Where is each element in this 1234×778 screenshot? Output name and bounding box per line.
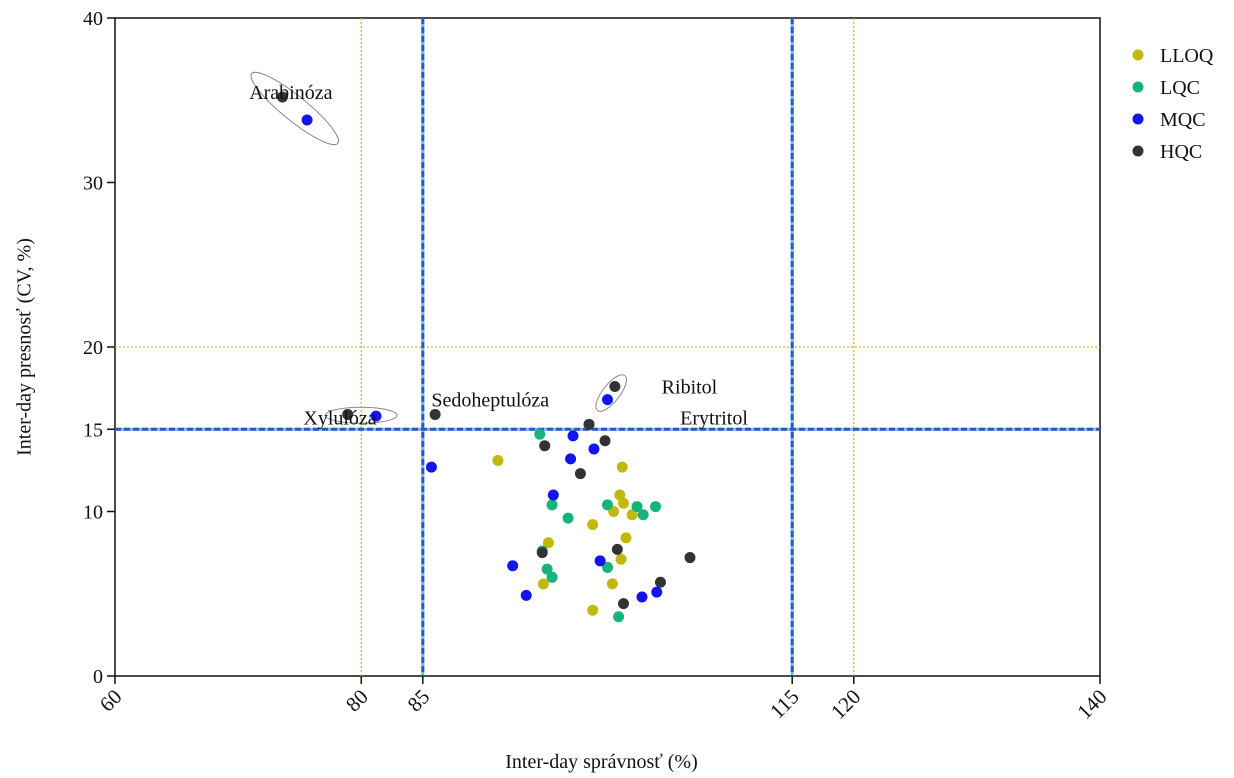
point-hqc-12 bbox=[684, 552, 696, 564]
ellipse-arabinoza bbox=[250, 71, 340, 146]
point-hqc-9 bbox=[611, 543, 623, 555]
point-hqc-5 bbox=[599, 435, 611, 447]
point-hqc-7 bbox=[574, 468, 586, 480]
x-tick-label-140: 140 bbox=[1072, 685, 1111, 724]
point-hqc-0 bbox=[276, 91, 288, 103]
point-annotations: Arabinóza Xylulóza Sedoheptulóza Ribitol Ery… bbox=[249, 82, 748, 430]
point-lloq-6 bbox=[614, 489, 626, 501]
point-lloq-2 bbox=[537, 578, 549, 590]
point-lqc-8 bbox=[631, 501, 643, 513]
point-hqc-3 bbox=[609, 380, 621, 392]
point-mqc-7 bbox=[547, 489, 559, 501]
point-hqc-8 bbox=[536, 547, 548, 559]
annotation-erytritol: Erytritol bbox=[680, 408, 748, 430]
y-tick-label-30: 30 bbox=[83, 173, 103, 195]
y-tick-label-20: 20 bbox=[83, 337, 103, 359]
point-lloq-12 bbox=[606, 578, 618, 590]
point-mqc-6 bbox=[565, 453, 577, 465]
legend-label-lqc: LQC bbox=[1160, 77, 1200, 99]
y-tick-label-40: 40 bbox=[83, 8, 103, 30]
legend-label-hqc: HQC bbox=[1160, 141, 1202, 163]
annotation-arabinoza: Arabinóza bbox=[249, 82, 332, 104]
point-mqc-12 bbox=[651, 586, 663, 598]
annotation-sedoheptuloza: Sedoheptulóza bbox=[431, 390, 549, 412]
point-lqc-4 bbox=[541, 563, 553, 575]
y-tick-label-10: 10 bbox=[83, 502, 103, 524]
point-lqc-0 bbox=[534, 428, 546, 440]
legend-marker-mqc bbox=[1132, 113, 1144, 125]
y-tick-label-0: 0 bbox=[93, 666, 103, 688]
legend: LLOQ LQC MQC HQC bbox=[1132, 45, 1214, 163]
point-mqc-4 bbox=[567, 430, 579, 442]
reference-lines bbox=[115, 18, 1100, 676]
point-lloq-11 bbox=[615, 553, 627, 565]
point-mqc-9 bbox=[520, 589, 532, 601]
legend-marker-hqc bbox=[1132, 145, 1144, 157]
point-hqc-10 bbox=[618, 598, 630, 610]
x-axis-title: Inter-day správnosť (%) bbox=[505, 751, 698, 773]
point-lloq-7 bbox=[618, 497, 630, 509]
x-tick-label-60: 60 bbox=[95, 685, 127, 717]
point-hqc-6 bbox=[539, 440, 551, 452]
point-hqc-1 bbox=[342, 408, 354, 420]
y-axis-title: Inter-day presnosť (CV, %) bbox=[14, 238, 36, 456]
point-mqc-10 bbox=[594, 555, 606, 567]
annotation-ribitol: Ribitol bbox=[662, 376, 718, 398]
legend-marker-lqc bbox=[1132, 81, 1144, 93]
point-mqc-0 bbox=[301, 114, 313, 126]
x-tick-label-115: 115 bbox=[765, 685, 804, 724]
annotation-ellipses bbox=[250, 71, 627, 424]
point-lqc-6 bbox=[602, 561, 613, 573]
point-mqc-8 bbox=[507, 560, 519, 572]
point-lloq-4 bbox=[587, 604, 599, 616]
point-mqc-1 bbox=[370, 410, 382, 422]
legend-label-lloq: LLOQ bbox=[1160, 45, 1214, 67]
legend-label-mqc: MQC bbox=[1160, 109, 1206, 131]
point-lloq-10 bbox=[620, 532, 632, 544]
point-lloq-9 bbox=[626, 509, 638, 521]
point-mqc-11 bbox=[636, 591, 648, 603]
legend-marker-lloq bbox=[1132, 49, 1144, 61]
y-tick-label-15: 15 bbox=[83, 419, 103, 441]
point-mqc-5 bbox=[588, 443, 600, 455]
ellipse-xyluloza bbox=[325, 406, 398, 424]
x-tick-label-85: 85 bbox=[403, 685, 435, 717]
data-points bbox=[276, 91, 696, 623]
point-mqc-2 bbox=[425, 461, 437, 473]
point-lloq-5 bbox=[616, 461, 628, 473]
point-lqc-2 bbox=[562, 512, 574, 524]
point-hqc-4 bbox=[583, 418, 595, 430]
point-hqc-11 bbox=[654, 576, 666, 588]
point-lqc-11 bbox=[613, 611, 625, 623]
point-lloq-1 bbox=[542, 537, 554, 549]
point-lqc-1 bbox=[546, 499, 558, 511]
x-tick-label-120: 120 bbox=[826, 685, 865, 724]
point-lqc-9 bbox=[637, 509, 649, 521]
point-lloq-3 bbox=[587, 519, 599, 531]
point-lqc-5 bbox=[546, 571, 558, 583]
point-lloq-0 bbox=[492, 455, 504, 467]
point-mqc-3 bbox=[602, 394, 613, 406]
ellipse-ribitol bbox=[595, 374, 627, 412]
annotation-xyluloza: Xylulóza bbox=[303, 408, 376, 430]
point-hqc-2 bbox=[429, 408, 441, 420]
point-lqc-10 bbox=[650, 501, 662, 513]
point-lqc-7 bbox=[602, 499, 613, 511]
x-tick-label-80: 80 bbox=[341, 685, 373, 717]
